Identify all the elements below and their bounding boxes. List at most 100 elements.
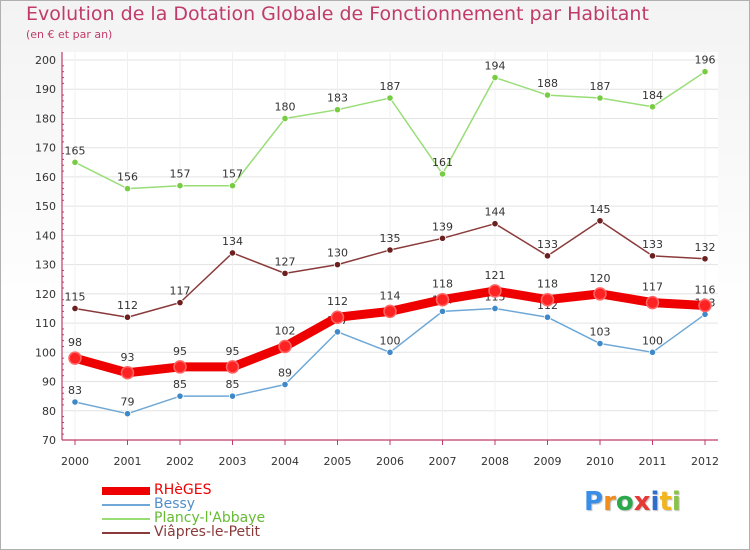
data-label: 133 (642, 238, 663, 251)
data-label: 165 (65, 144, 86, 157)
legend-label-rheges: RHèGES (154, 482, 212, 498)
legend-label-viapres: Viâpres-le-Petit (154, 524, 261, 540)
data-label: 133 (537, 238, 558, 251)
x-tick-label: 2011 (639, 455, 667, 468)
data-point (333, 261, 342, 269)
data-label: 117 (642, 281, 663, 294)
data-label: 130 (327, 247, 348, 260)
data-label: 115 (65, 290, 86, 303)
data-point (383, 304, 397, 319)
data-point (176, 182, 184, 190)
data-point (278, 339, 292, 354)
data-point (645, 295, 660, 310)
data-label: 85 (226, 378, 240, 391)
data-point (648, 103, 657, 111)
data-label: 187 (590, 80, 611, 93)
data-point (438, 307, 447, 315)
logo-letter: t (659, 487, 672, 517)
data-label: 100 (642, 334, 663, 347)
data-point (333, 106, 342, 114)
data-point (698, 298, 712, 313)
data-point (596, 217, 604, 225)
y-tick-label: 180 (35, 112, 56, 125)
data-point (281, 114, 289, 123)
data-label: 103 (590, 326, 611, 339)
data-label: 183 (327, 92, 348, 105)
data-point (173, 360, 187, 374)
data-label: 132 (695, 241, 716, 254)
data-label: 161 (432, 156, 453, 169)
data-point (228, 182, 237, 190)
data-point (543, 91, 552, 99)
data-point (491, 304, 499, 313)
data-point (386, 94, 394, 102)
data-point (543, 252, 552, 260)
data-point (123, 410, 132, 418)
data-label: 85 (173, 378, 187, 391)
data-label: 127 (275, 255, 296, 268)
data-point (491, 73, 499, 82)
y-tick-label: 190 (35, 83, 56, 96)
data-label: 180 (275, 100, 296, 113)
data-point (176, 392, 184, 400)
data-label: 196 (695, 54, 716, 67)
y-tick-label: 150 (35, 200, 56, 213)
data-point (71, 398, 79, 406)
data-label: 184 (642, 89, 663, 102)
y-tick-label: 100 (35, 346, 56, 359)
x-tick-label: 2000 (61, 455, 89, 468)
data-label: 116 (695, 284, 716, 297)
data-point (596, 339, 604, 348)
legend-swatch-rheges (102, 487, 150, 495)
data-label: 114 (380, 289, 401, 302)
data-point (228, 249, 237, 257)
data-point (386, 246, 394, 254)
data-label: 194 (485, 60, 506, 73)
logo-letter: o (615, 487, 634, 517)
data-point (281, 269, 289, 277)
x-tick-label: 2001 (114, 455, 142, 468)
data-point (438, 234, 447, 242)
logo-letter: P (584, 487, 604, 517)
data-label: 95 (226, 345, 240, 358)
legend-swatch-plancy (102, 518, 150, 520)
chart-title: Evolution de la Dotation Globale de Fonc… (26, 3, 649, 25)
legend-label-bessy: Bessy (154, 496, 196, 512)
y-tick-label: 130 (35, 259, 56, 272)
proxiti-logo: Proxiti (584, 487, 681, 517)
x-tick-label: 2010 (586, 455, 614, 468)
x-tick-label: 2005 (324, 455, 352, 468)
data-label: 121 (485, 269, 506, 282)
data-point (176, 299, 184, 307)
data-label: 112 (327, 295, 348, 308)
x-tick-label: 2006 (376, 455, 404, 468)
data-label: 93 (121, 351, 135, 364)
x-tick-label: 2003 (219, 455, 247, 468)
data-point (71, 304, 79, 313)
data-label: 98 (68, 336, 82, 349)
data-label: 157 (222, 168, 243, 181)
x-tick-label: 2002 (166, 455, 194, 468)
data-point (701, 68, 709, 76)
data-label: 120 (590, 272, 611, 285)
data-point (333, 328, 342, 336)
x-tick-label: 2004 (271, 455, 299, 468)
data-label: 118 (537, 278, 558, 291)
data-point (228, 392, 237, 400)
data-point (435, 292, 450, 307)
chart-subtitle: (en € et par an) (26, 28, 113, 41)
data-point (438, 170, 447, 178)
data-point (491, 220, 499, 228)
logo-letter: i (650, 487, 660, 517)
x-tick-label: 2008 (481, 455, 509, 468)
data-label: 187 (380, 80, 401, 93)
logo-letter: r (603, 487, 616, 517)
data-label: 134 (222, 235, 243, 248)
data-point (593, 287, 607, 301)
data-point (281, 380, 289, 389)
data-point (123, 185, 132, 193)
data-label: 83 (68, 384, 82, 397)
data-label: 89 (278, 366, 292, 379)
data-label: 102 (275, 324, 296, 337)
y-tick-label: 120 (35, 288, 56, 301)
